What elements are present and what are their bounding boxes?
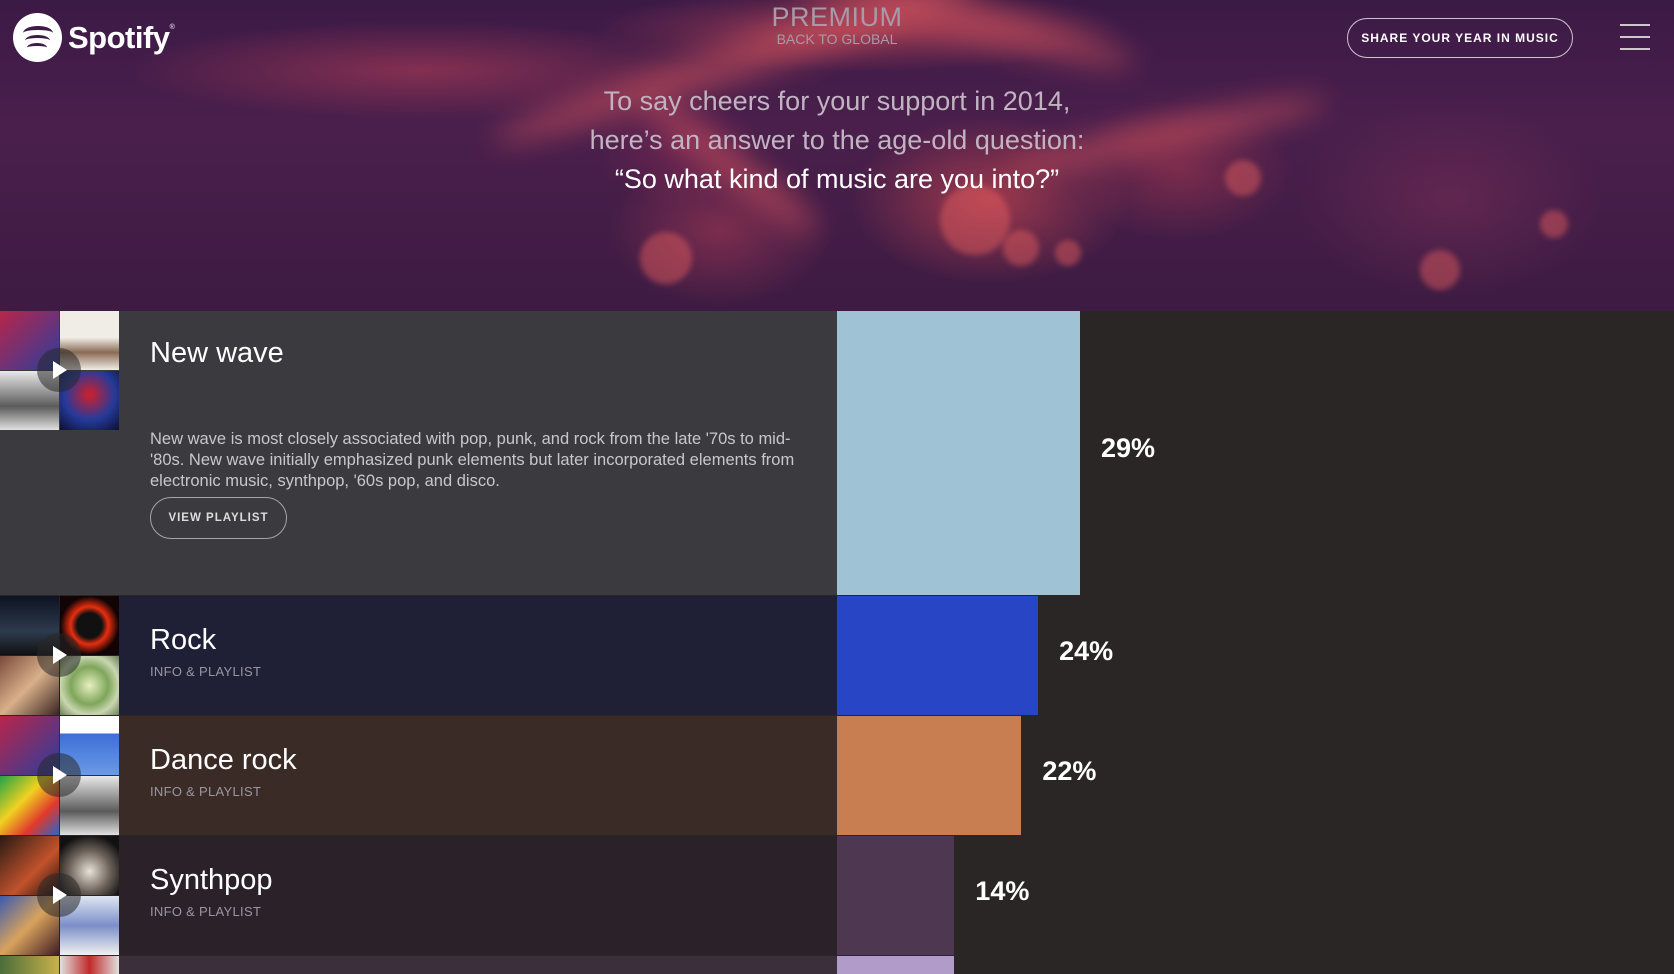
genre-row-background xyxy=(0,716,837,835)
album-cover xyxy=(60,956,119,974)
album-thumbnails[interactable] xyxy=(0,716,119,835)
percent-bar xyxy=(837,716,1022,835)
spotify-logo-icon xyxy=(13,13,62,62)
bar-track xyxy=(837,956,1674,974)
genre-row-dance-rock[interactable]: Dance rock INFO & PLAYLIST 22% xyxy=(0,716,1674,835)
percent-bar xyxy=(837,311,1080,595)
genre-row-synthpop[interactable]: Synthpop INFO & PLAYLIST 14% xyxy=(0,836,1674,955)
intro-question: “So what kind of music are you into?” xyxy=(614,164,1060,194)
percent-bar xyxy=(837,956,955,974)
intro-line-1: To say cheers for your support in 2014, xyxy=(603,86,1071,116)
genre-row-background xyxy=(0,836,837,955)
genre-row-background xyxy=(0,956,837,974)
hero-banner: Spotify® PREMIUM BACK TO GLOBAL SHARE YO… xyxy=(0,0,1674,311)
bar-track xyxy=(837,836,1674,955)
album-thumbnails[interactable] xyxy=(0,311,119,430)
intro-text: To say cheers for your support in 2014, … xyxy=(0,82,1674,199)
album-thumbnails[interactable] xyxy=(0,596,119,715)
genre-row-rock[interactable]: Rock INFO & PLAYLIST 24% xyxy=(0,596,1674,715)
play-icon[interactable] xyxy=(37,873,81,917)
percent-label: 14% xyxy=(975,876,1030,906)
info-playlist-link[interactable]: INFO & PLAYLIST xyxy=(150,784,262,799)
info-playlist-link[interactable]: INFO & PLAYLIST xyxy=(150,904,262,919)
genre-row-new-wave[interactable]: New wave New wave is most closely associ… xyxy=(0,311,1674,595)
percent-label: 22% xyxy=(1042,756,1097,786)
page-title: PREMIUM xyxy=(771,2,903,32)
genre-description: New wave is most closely associated with… xyxy=(150,430,795,490)
play-icon[interactable] xyxy=(37,348,81,392)
menu-icon[interactable] xyxy=(1620,24,1650,50)
intro-line-2: here’s an answer to the age-old question… xyxy=(589,125,1085,155)
play-icon[interactable] xyxy=(37,633,81,677)
percent-label: 24% xyxy=(1059,636,1114,666)
play-icon[interactable] xyxy=(37,753,81,797)
back-to-global-link[interactable]: BACK TO GLOBAL xyxy=(776,31,898,47)
percent-bar xyxy=(837,596,1039,715)
genre-name: Dance rock xyxy=(150,744,297,776)
album-thumbnails[interactable] xyxy=(0,836,119,955)
genre-name: Rock xyxy=(150,624,217,656)
album-thumbnails[interactable] xyxy=(0,956,119,974)
spotify-logo[interactable]: Spotify® xyxy=(13,13,175,62)
share-year-button[interactable]: SHARE YOUR YEAR IN MUSIC xyxy=(1347,18,1573,58)
genre-name: New wave xyxy=(150,337,284,369)
brand-name: Spotify® xyxy=(68,19,175,55)
percent-label: 29% xyxy=(1101,433,1156,463)
genre-row-next[interactable] xyxy=(0,956,1674,974)
info-playlist-link[interactable]: INFO & PLAYLIST xyxy=(150,664,262,679)
album-cover xyxy=(0,956,59,974)
percent-bar xyxy=(837,836,955,955)
view-playlist-button[interactable]: VIEW PLAYLIST xyxy=(150,497,287,539)
page-heading: PREMIUM BACK TO GLOBAL xyxy=(0,3,1674,49)
genre-name: Synthpop xyxy=(150,864,273,896)
genre-row-background xyxy=(0,311,837,595)
genre-row-background xyxy=(0,596,837,715)
